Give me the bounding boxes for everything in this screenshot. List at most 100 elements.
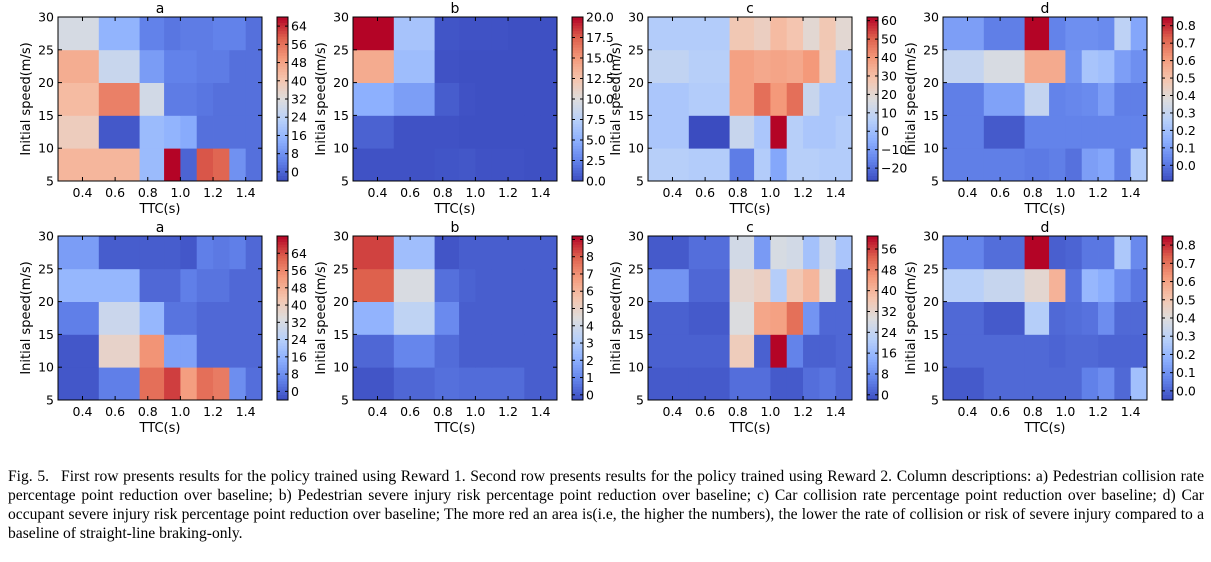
heatmap-cell	[540, 148, 558, 182]
x-tick-label: 1.4	[236, 404, 256, 419]
heatmap-cell	[1065, 367, 1083, 401]
colorbar-segment	[277, 63, 288, 67]
y-tick-label: 15	[923, 108, 939, 123]
heatmap-cell	[98, 17, 140, 51]
y-tick-label: 30	[628, 10, 644, 25]
colorbar-segment	[277, 47, 288, 51]
heatmap-cell	[164, 236, 181, 270]
colorbar-segment	[572, 41, 583, 45]
colorbar-segment	[572, 356, 583, 360]
x-tick-label: 0.6	[105, 404, 125, 419]
colorbar-tick-label: 0	[291, 164, 299, 179]
colorbar-segment	[867, 260, 878, 264]
colorbar-segment	[277, 238, 288, 242]
y-tick-label: 5	[931, 393, 939, 408]
heatmap-cell	[1130, 334, 1148, 368]
heatmap-cell	[983, 268, 1025, 302]
colorbar-segment	[277, 38, 288, 43]
heatmap-cell	[434, 268, 460, 302]
colorbar-segment	[867, 140, 878, 144]
heatmap-cell	[786, 49, 804, 83]
colorbar-tick-label: 16	[291, 128, 307, 143]
heatmap-cell	[180, 367, 198, 401]
colorbar-segment	[867, 271, 878, 275]
colorbar-segment	[1162, 90, 1173, 95]
y-tick-label: 30	[923, 229, 939, 244]
colorbar-segment	[277, 142, 288, 146]
colorbar-segment	[867, 159, 878, 163]
colorbar-segment	[572, 164, 583, 168]
colorbar-segment	[867, 307, 878, 311]
heatmap-cell	[943, 148, 985, 182]
colorbar-segment	[1162, 107, 1173, 111]
heatmap-cell	[98, 367, 140, 401]
colorbar-segment	[572, 323, 583, 327]
colorbar-tick-label: 9	[586, 232, 594, 247]
heatmap-cell	[491, 115, 509, 149]
colorbar-segment	[277, 25, 288, 29]
colorbar-segment	[1162, 68, 1173, 73]
colorbar-segment	[277, 118, 288, 122]
y-tick-label: 5	[46, 393, 54, 408]
x-tick-label: 1.4	[531, 185, 551, 200]
heatmap-cell	[196, 49, 214, 83]
heatmap-cell	[434, 115, 460, 149]
colorbar-segment	[572, 268, 583, 273]
heatmap-cell	[819, 82, 837, 116]
heatmap-cell	[213, 367, 230, 401]
heatmap-cell	[1081, 115, 1099, 149]
colorbar-segment	[1162, 361, 1173, 365]
colorbar-segment	[1162, 266, 1173, 270]
colorbar-segment	[1162, 312, 1173, 316]
colorbar-tick-label: 6	[586, 284, 594, 299]
colorbar-segment	[1162, 323, 1173, 327]
colorbar-segment	[572, 63, 583, 67]
colorbar-segment	[572, 252, 583, 256]
colorbar-segment	[572, 123, 583, 127]
heatmap-cell	[1098, 367, 1115, 401]
heatmap-cell	[983, 17, 1025, 51]
heatmap-cell	[770, 301, 788, 335]
colorbar-segment	[1162, 309, 1173, 314]
heatmap-cell	[353, 367, 395, 401]
x-tick-label: 0.4	[73, 404, 93, 419]
plot-frame	[647, 235, 853, 401]
x-tick-label: 0.4	[663, 185, 683, 200]
colorbar-segment	[572, 85, 583, 89]
colorbar-segment	[867, 342, 878, 346]
heatmap-cell	[1065, 236, 1083, 270]
colorbar-segment	[867, 175, 878, 179]
heatmap-cell	[508, 301, 525, 335]
colorbar-segment	[867, 118, 878, 122]
x-tick-label: 0.8	[728, 185, 748, 200]
colorbar-segment	[572, 44, 583, 48]
colorbar-segment	[277, 307, 288, 311]
colorbar-segment	[867, 378, 878, 382]
heatmap-cell	[1049, 236, 1066, 270]
heatmap-cell	[491, 49, 509, 83]
colorbar-segment	[867, 350, 878, 355]
heatmap-cell	[1114, 82, 1132, 116]
colorbar-segment	[277, 249, 288, 253]
colorbar-segment	[572, 167, 583, 171]
colorbar-segment	[1162, 274, 1173, 278]
heatmap-cell	[819, 236, 837, 270]
colorbar-segment	[1162, 159, 1173, 163]
colorbar-segment	[867, 79, 878, 84]
colorbar-segment	[277, 161, 288, 166]
heatmap-cell	[434, 301, 460, 335]
x-tick-label: 0.4	[73, 185, 93, 200]
heatmap-cell	[524, 334, 542, 368]
heatmap-cell	[213, 301, 230, 335]
heatmap-cell	[393, 148, 435, 182]
heatmap-cell	[540, 301, 558, 335]
colorbar-segment	[1162, 301, 1173, 305]
plot-frame	[57, 235, 263, 401]
colorbar-segment	[277, 287, 288, 292]
colorbar-segment	[572, 58, 583, 62]
colorbar-segment	[867, 312, 878, 316]
heatmap-cell	[754, 148, 771, 182]
colorbar-segment	[1162, 298, 1173, 303]
colorbar-segment	[867, 38, 878, 43]
colorbar-segment	[867, 285, 878, 289]
